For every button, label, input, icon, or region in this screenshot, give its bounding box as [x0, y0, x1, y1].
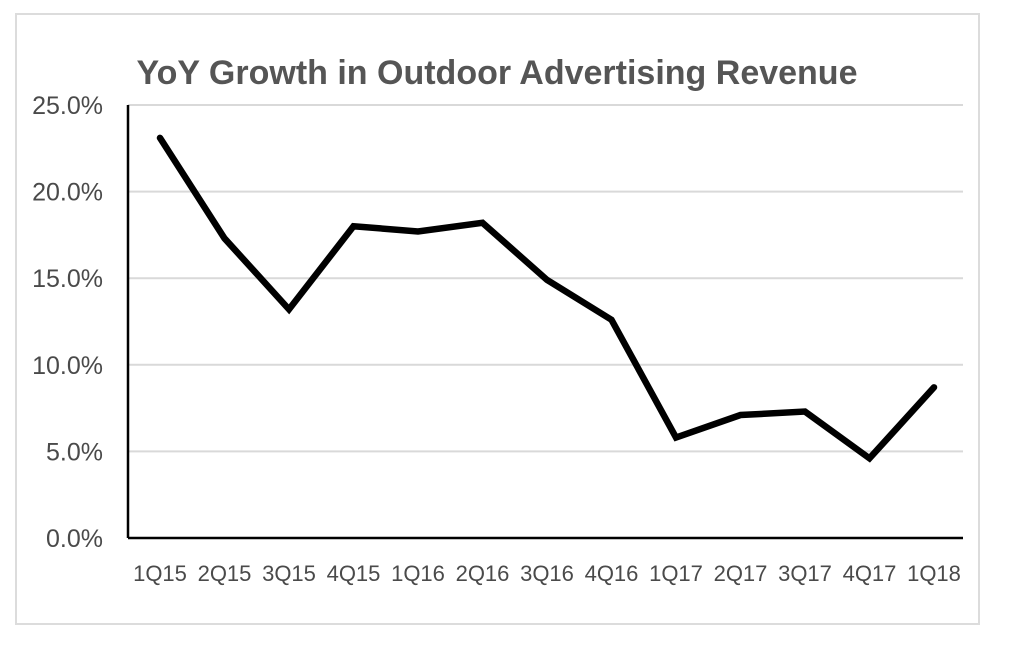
y-tick-label: 25.0% — [32, 92, 103, 120]
y-tick-label: 20.0% — [32, 179, 103, 207]
x-tick-label: 3Q16 — [520, 561, 574, 586]
x-tick-label: 1Q16 — [391, 561, 445, 586]
x-tick-label: 1Q18 — [907, 561, 961, 586]
axes — [126, 105, 963, 540]
x-tick-label: 2Q17 — [714, 561, 768, 586]
data-point — [611, 319, 612, 321]
data-point — [482, 222, 483, 224]
x-tick-label: 3Q15 — [262, 561, 316, 586]
chart-frame — [15, 13, 980, 625]
x-tick-label: 4Q16 — [585, 561, 639, 586]
x-tick-label: 4Q15 — [327, 561, 381, 586]
y-tick-label: 15.0% — [32, 265, 103, 293]
data-point — [288, 308, 290, 310]
y-tick-label: 5.0% — [46, 438, 103, 466]
series-layer — [156, 134, 938, 463]
data-point — [869, 457, 870, 459]
data-point — [740, 414, 741, 416]
data-point — [417, 230, 419, 232]
y-tick-labels: 0.0% 5.0% 10.0% 15.0% 20.0% 25.0% — [32, 92, 103, 553]
x-tick-labels: 1Q15 2Q15 3Q15 4Q15 1Q16 2Q16 3Q16 4Q16 1Q17 2Q17… — [133, 561, 961, 586]
x-tick-label: 3Q17 — [778, 561, 832, 586]
y-tick-label: 10.0% — [32, 352, 103, 380]
data-point — [159, 137, 161, 139]
data-point — [546, 279, 548, 281]
series-line — [156, 134, 938, 463]
y-tick-label: 0.0% — [46, 525, 103, 553]
x-tick-label: 2Q15 — [198, 561, 252, 586]
gridlines — [128, 104, 963, 453]
x-tick-label: 4Q17 — [843, 561, 897, 586]
data-point — [675, 437, 677, 439]
x-tick-label: 2Q16 — [456, 561, 510, 586]
data-point — [353, 225, 354, 227]
x-tick-label: 1Q15 — [133, 561, 187, 586]
data-point — [224, 237, 225, 239]
data-point — [933, 386, 935, 388]
data-point — [804, 411, 806, 413]
chart-title: YoY Growth in Outdoor Advertising Revenu… — [137, 54, 858, 92]
x-tick-label: 1Q17 — [649, 561, 703, 586]
